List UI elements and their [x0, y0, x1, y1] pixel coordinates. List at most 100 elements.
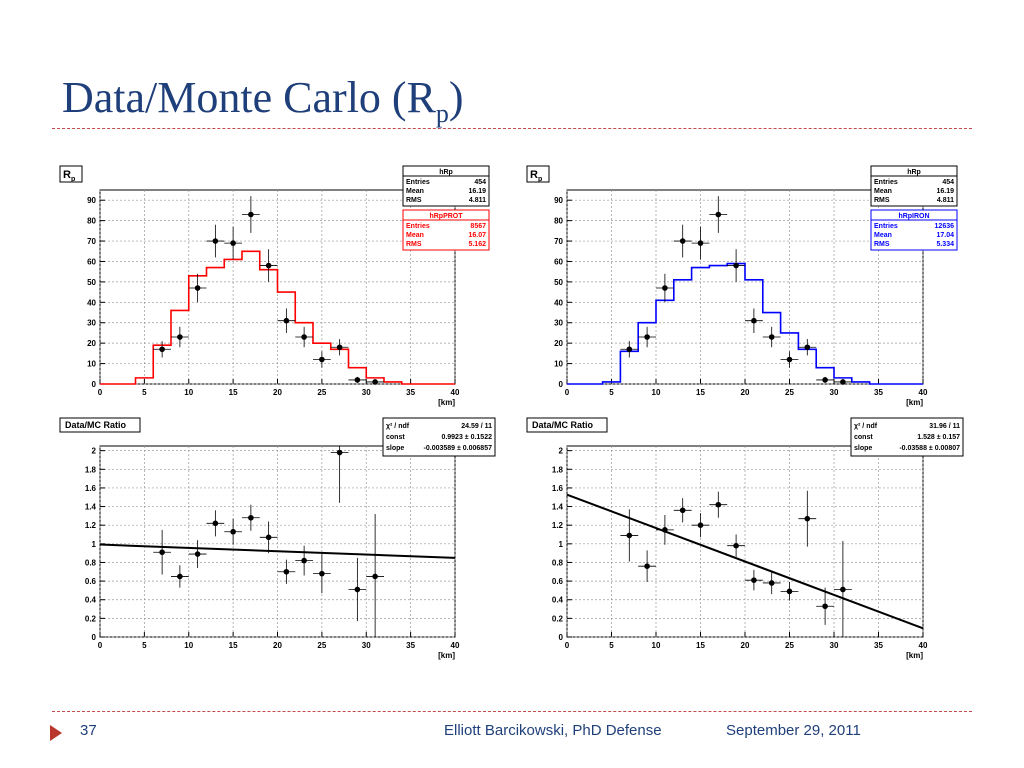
stats-label: RMS [874, 241, 890, 248]
y-tick-label: 1.2 [552, 521, 564, 530]
mc-histogram-line [567, 262, 923, 385]
x-tick-label: 35 [406, 388, 415, 397]
ratio-point [768, 580, 775, 586]
data-point [679, 238, 686, 244]
x-tick-label: 25 [785, 641, 794, 650]
stats-label: Entries [406, 223, 430, 230]
x-axis-label: [km] [438, 398, 455, 407]
ratio-point [644, 563, 650, 569]
footer-divider [52, 711, 972, 712]
y-tick-label: 90 [87, 196, 96, 205]
stats-value: 454 [942, 179, 954, 186]
data-point [733, 262, 739, 269]
stats-label: RMS [406, 197, 422, 204]
ratio-point [319, 570, 325, 577]
x-tick-label: 40 [451, 388, 460, 397]
x-tick-label: 40 [919, 641, 928, 650]
data-point [644, 334, 650, 340]
y-tick-label: 0.6 [552, 577, 564, 586]
y-tick-label: 40 [554, 298, 563, 307]
y-tick-label: 30 [554, 319, 563, 328]
y-tick-label: 80 [87, 217, 96, 226]
x-tick-label: 40 [919, 388, 928, 397]
data-point [177, 334, 183, 340]
y-tick-label: 1.8 [85, 465, 97, 474]
x-tick-label: 0 [565, 388, 570, 397]
y-tick-label: 80 [554, 217, 563, 226]
fit-label: slope [854, 445, 872, 452]
y-tick-label: 10 [554, 360, 563, 369]
x-tick-label: 0 [565, 641, 570, 650]
fit-box [382, 417, 496, 457]
data-point [822, 377, 828, 383]
title-divider [52, 128, 972, 129]
chart-ratio-iron: 0 5 10 15 20 25 30 35 40 0 0.2 0.4 0.6 0.8 1 1.2 1.4 1.6 1… [526, 417, 964, 660]
y-tick-label: 0 [92, 380, 97, 389]
data-point [768, 334, 775, 340]
stats-value: 16.19 [936, 188, 954, 195]
y-tick-label: 0.6 [85, 577, 97, 586]
x-tick-label: 25 [785, 388, 794, 397]
y-tick-label: 70 [87, 237, 96, 246]
data-point [248, 211, 254, 218]
data-point [840, 379, 846, 385]
ratio-point [751, 577, 757, 583]
footer-date: September 29, 2011 [726, 722, 861, 739]
stats-box-name: hRp [907, 169, 921, 176]
stats-box [402, 165, 490, 207]
x-tick-label: 5 [142, 388, 147, 397]
ratio-point [159, 549, 165, 556]
y-tick-label: 0.2 [85, 614, 97, 623]
x-tick-label: 0 [98, 641, 103, 650]
x-tick-label: 10 [184, 641, 193, 650]
y-tick-label: 0.8 [85, 558, 97, 567]
fit-value: 1.528 ± 0.157 [917, 434, 960, 441]
x-tick-label: 10 [184, 388, 193, 397]
data-point [319, 356, 325, 363]
data-point [715, 211, 722, 218]
chart-rp-proton: 0 5 10 15 20 25 30 35 40 0 10 20 30 40 50 60 70 80 90 [km] R… [59, 165, 490, 407]
x-tick-label: 35 [874, 388, 883, 397]
ratio-point [372, 573, 378, 580]
data-point [804, 344, 811, 351]
x-tick-label: 5 [609, 388, 614, 397]
stats-value: 4.811 [469, 197, 486, 204]
x-tick-label: 15 [229, 641, 238, 650]
stats-label: Mean [406, 188, 424, 195]
stats-value: 16.19 [468, 188, 486, 195]
x-tick-label: 20 [741, 388, 750, 397]
x-tick-label: 30 [362, 388, 371, 397]
y-tick-label: 0.4 [552, 596, 564, 605]
y-tick-label: 1.6 [85, 484, 97, 493]
x-tick-label: 15 [696, 388, 705, 397]
stats-label: Mean [874, 188, 892, 195]
stats-value: 454 [474, 179, 486, 186]
y-tick-label: 1 [92, 540, 97, 549]
x-tick-label: 30 [830, 388, 839, 397]
data-point [662, 285, 668, 291]
page-number: 37 [80, 722, 97, 739]
data-point [283, 317, 290, 324]
stats-box [870, 209, 958, 251]
y-tick-label: 10 [87, 360, 96, 369]
x-tick-label: 0 [98, 388, 103, 397]
stats-label: Entries [874, 179, 898, 186]
x-tick-label: 20 [741, 641, 750, 650]
x-tick-label: 30 [830, 641, 839, 650]
stats-label: Entries [874, 223, 898, 230]
y-tick-label: 0 [92, 633, 97, 642]
plot-frame [99, 445, 456, 638]
ratio-point [804, 515, 811, 522]
data-point [354, 377, 361, 383]
ratio-point [786, 588, 793, 595]
y-tick-label: 70 [554, 237, 563, 246]
stats-value: 17.04 [936, 232, 954, 239]
y-tick-label: 1.4 [85, 503, 97, 512]
data-point [265, 262, 272, 269]
ratio-point [177, 573, 183, 580]
x-tick-label: 35 [406, 641, 415, 650]
data-point [786, 356, 793, 363]
fit-label: χ² / ndf [386, 423, 410, 430]
ratio-point [194, 551, 201, 557]
x-tick-label: 5 [609, 641, 614, 650]
